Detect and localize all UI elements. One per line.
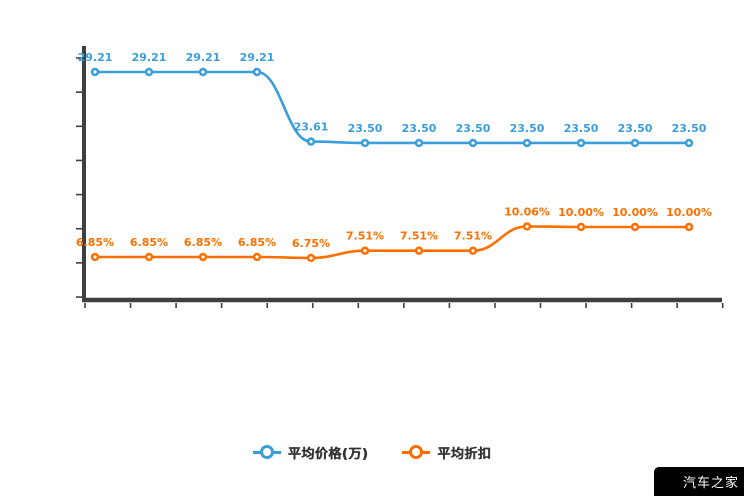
data-point-label: 29.21 — [186, 51, 221, 64]
data-point-label: 29.21 — [78, 51, 113, 64]
data-point-marker-core — [417, 249, 421, 253]
data-point-label: 10.06% — [504, 205, 550, 218]
autohome-watermark: 汽车之家 — [654, 467, 744, 496]
data-point-label: 23.50 — [510, 122, 545, 135]
data-point-marker-core — [417, 141, 421, 145]
data-point-marker-core — [579, 225, 583, 229]
data-point-marker-core — [471, 141, 475, 145]
legend-item-avg-price[interactable]: 平均价格(万) — [252, 443, 369, 462]
data-point-label: 23.50 — [564, 122, 599, 135]
data-point-label: 10.00% — [612, 206, 658, 219]
data-point-label: 7.51% — [400, 230, 438, 243]
data-point-marker-core — [363, 141, 367, 145]
data-point-label: 10.00% — [666, 206, 712, 219]
data-point-label: 23.50 — [618, 122, 653, 135]
data-point-marker-core — [579, 141, 583, 145]
data-point-marker-core — [633, 225, 637, 229]
data-point-marker-core — [93, 255, 97, 259]
data-point-marker-core — [255, 70, 259, 74]
data-point-label: 7.51% — [454, 230, 492, 243]
data-point-marker-core — [147, 70, 151, 74]
data-point-marker-core — [687, 225, 691, 229]
data-point-marker-core — [525, 141, 529, 145]
data-point-label: 6.85% — [76, 236, 114, 249]
data-point-marker-core — [309, 256, 313, 260]
data-point-label: 23.50 — [348, 122, 383, 135]
chart-legend: 平均价格(万) 平均折扣 — [0, 440, 744, 464]
data-point-label: 6.75% — [292, 237, 330, 250]
data-point-label: 23.61 — [294, 121, 329, 134]
data-point-marker-core — [525, 224, 529, 229]
orange-line-series-icon — [402, 445, 431, 459]
data-point-marker-core — [93, 70, 97, 74]
legend-item-avg-discount[interactable]: 平均折扣 — [402, 443, 491, 462]
data-point-marker-core — [687, 141, 691, 145]
blue-line-series-icon — [252, 445, 281, 459]
data-point-marker-core — [471, 249, 475, 253]
data-point-label: 29.21 — [240, 51, 275, 64]
data-point-marker-core — [201, 255, 205, 259]
data-point-label: 6.85% — [130, 236, 168, 249]
legend-label-avg-discount: 平均折扣 — [437, 446, 492, 462]
data-point-label: 7.51% — [346, 230, 384, 243]
data-point-label: 29.21 — [132, 51, 167, 64]
data-point-marker-core — [363, 249, 367, 253]
data-point-marker-core — [255, 255, 259, 259]
legend-label-avg-price: 平均价格(万) — [287, 446, 369, 462]
data-point-marker-core — [147, 255, 151, 259]
series-line-price — [95, 70, 689, 145]
data-point-label: 10.00% — [558, 206, 604, 219]
data-point-label: 23.50 — [456, 122, 491, 135]
data-point-marker-core — [201, 70, 205, 74]
data-point-label: 23.50 — [672, 122, 707, 135]
data-point-label: 23.50 — [402, 122, 437, 135]
data-point-label: 6.85% — [238, 236, 276, 249]
data-point-marker-core — [633, 141, 637, 145]
data-point-label: 6.85% — [184, 236, 222, 249]
data-point-marker-core — [309, 140, 313, 144]
